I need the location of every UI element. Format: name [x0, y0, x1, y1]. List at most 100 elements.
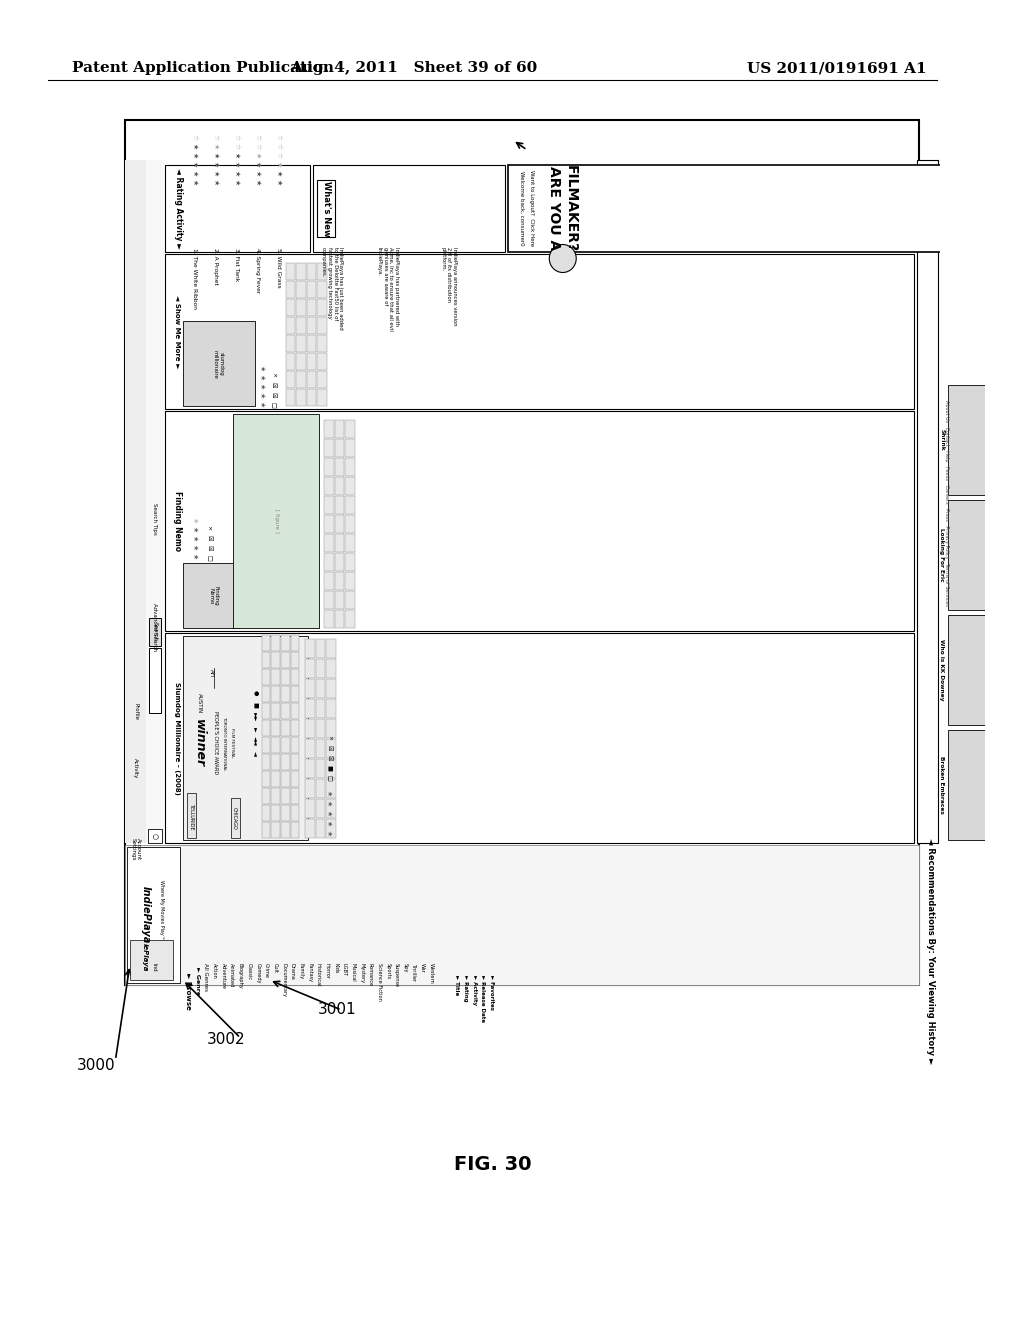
- Polygon shape: [281, 805, 290, 821]
- Polygon shape: [326, 799, 336, 818]
- Polygon shape: [315, 739, 326, 758]
- Text: LGBT: LGBT: [342, 964, 347, 975]
- Polygon shape: [127, 847, 180, 983]
- Text: Suspense: Suspense: [394, 964, 398, 987]
- Polygon shape: [307, 281, 316, 298]
- Text: Patent Application Publication: Patent Application Publication: [72, 61, 334, 75]
- Polygon shape: [305, 639, 314, 657]
- Polygon shape: [317, 335, 327, 352]
- Polygon shape: [182, 564, 241, 628]
- Polygon shape: [262, 788, 270, 804]
- Polygon shape: [291, 788, 299, 804]
- Text: slumdog
millionaire: slumdog millionaire: [213, 350, 224, 379]
- Polygon shape: [307, 389, 316, 407]
- Polygon shape: [335, 440, 344, 457]
- Text: Finding Nemo: Finding Nemo: [172, 491, 181, 550]
- Text: 3000: 3000: [77, 1057, 116, 1072]
- Text: 1. The White Ribbon: 1. The White Ribbon: [191, 248, 197, 309]
- Polygon shape: [325, 610, 334, 628]
- Polygon shape: [296, 389, 306, 407]
- Polygon shape: [271, 635, 280, 651]
- Polygon shape: [315, 678, 326, 698]
- Polygon shape: [271, 822, 280, 838]
- Text: ◄ Show Me More ►: ◄ Show Me More ►: [174, 294, 180, 368]
- Text: ☒: ☒: [270, 383, 275, 388]
- Polygon shape: [262, 635, 270, 651]
- Text: Advanced Search: Advanced Search: [153, 603, 158, 651]
- Polygon shape: [317, 180, 335, 238]
- Text: ★: ★: [259, 401, 264, 407]
- Text: ★: ★: [259, 364, 264, 371]
- Text: ☆: ☆: [276, 143, 282, 149]
- Polygon shape: [291, 805, 299, 821]
- Polygon shape: [335, 553, 344, 572]
- Text: TORONTO INTERNATIONAL: TORONTO INTERNATIONAL: [222, 715, 226, 771]
- Polygon shape: [286, 317, 295, 334]
- Polygon shape: [317, 352, 327, 370]
- Polygon shape: [291, 686, 299, 702]
- Polygon shape: [315, 779, 326, 799]
- Text: ☆: ☆: [213, 133, 218, 140]
- Polygon shape: [315, 700, 326, 718]
- Text: Animated: Animated: [229, 964, 234, 987]
- Polygon shape: [291, 771, 299, 787]
- Text: Science Fiction: Science Fiction: [377, 964, 382, 1001]
- Polygon shape: [335, 496, 344, 513]
- Text: ■: ■: [253, 702, 258, 708]
- Text: ■: ■: [327, 766, 332, 771]
- Polygon shape: [326, 700, 336, 718]
- Text: IndiePlaya: IndiePlaya: [141, 886, 152, 944]
- Polygon shape: [271, 704, 280, 719]
- Polygon shape: [286, 263, 295, 280]
- Text: ☒: ☒: [270, 392, 275, 397]
- Text: ◄ Recommendations By: Your Viewing History ►: ◄ Recommendations By: Your Viewing Histo…: [926, 838, 935, 1064]
- Polygon shape: [262, 652, 270, 668]
- Text: Fantasy: Fantasy: [307, 964, 312, 982]
- Text: ●: ●: [253, 690, 258, 696]
- Text: ☒: ☒: [206, 535, 211, 541]
- Text: ★: ★: [255, 152, 261, 158]
- Polygon shape: [166, 411, 913, 631]
- Text: PEOPLE'S CHOICE AWARD: PEOPLE'S CHOICE AWARD: [213, 711, 218, 775]
- Text: ★: ★: [326, 810, 332, 816]
- Text: ○: ○: [152, 833, 158, 840]
- Polygon shape: [345, 420, 355, 438]
- Polygon shape: [125, 160, 146, 843]
- Text: FIG. 30: FIG. 30: [454, 1155, 531, 1175]
- Text: IndiePlaya has just been added
to the Deloitte Fast50 list of
fastest growing te: IndiePlaya has just been added to the De…: [322, 247, 343, 330]
- Text: Horror: Horror: [325, 964, 330, 979]
- Text: ☒: ☒: [206, 545, 211, 550]
- Polygon shape: [315, 759, 326, 777]
- Polygon shape: [262, 669, 270, 685]
- Polygon shape: [296, 263, 306, 280]
- Polygon shape: [307, 317, 316, 334]
- Polygon shape: [345, 535, 355, 552]
- Polygon shape: [315, 719, 326, 738]
- Text: ★: ★: [255, 170, 261, 176]
- Polygon shape: [291, 635, 299, 651]
- Polygon shape: [325, 440, 334, 457]
- Polygon shape: [317, 389, 327, 407]
- Text: ★: ★: [326, 830, 332, 836]
- Circle shape: [549, 244, 577, 272]
- Text: Shrink: Shrink: [939, 429, 944, 451]
- Text: ★: ★: [276, 180, 282, 185]
- Text: CHICAGO: CHICAGO: [232, 807, 238, 829]
- Text: ☆: ☆: [276, 152, 282, 158]
- Polygon shape: [312, 165, 505, 252]
- Text: About Us   Contact   Help   Feeds   Careers   Press   Privacy Policy   Terms of : About Us Contact Help Feeds Careers Pres…: [944, 400, 949, 606]
- Text: ★: ★: [191, 170, 198, 176]
- Polygon shape: [508, 165, 952, 252]
- Text: Kids: Kids: [333, 964, 338, 973]
- Polygon shape: [315, 799, 326, 818]
- Polygon shape: [296, 300, 306, 315]
- Polygon shape: [305, 739, 314, 758]
- Text: ►: ►: [253, 726, 258, 731]
- Text: Broken Embraces: Broken Embraces: [939, 756, 944, 814]
- Polygon shape: [345, 477, 355, 495]
- Text: ►►: ►►: [253, 713, 258, 722]
- Text: ★: ★: [326, 820, 332, 826]
- Text: Biography: Biography: [238, 964, 243, 989]
- Text: Romance: Romance: [368, 964, 373, 986]
- Polygon shape: [296, 352, 306, 370]
